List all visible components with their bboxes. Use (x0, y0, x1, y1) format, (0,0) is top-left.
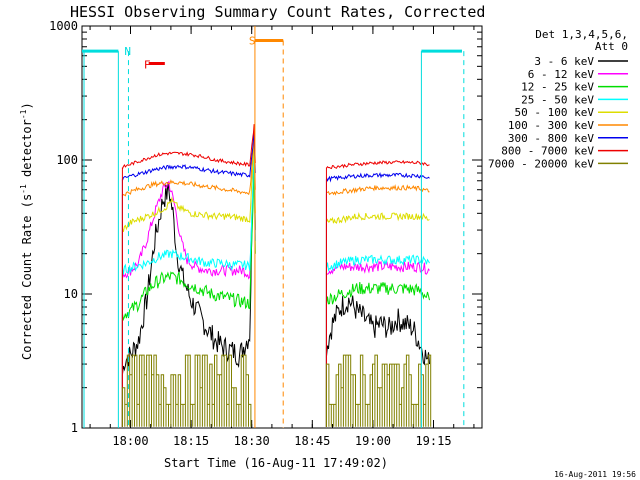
legend-entry-label: 7000 - 20000 keV (488, 157, 594, 170)
legend-entry-label: 100 - 300 keV (508, 119, 594, 132)
series-line (121, 148, 256, 375)
series-line (325, 354, 432, 427)
x-tick-label: 19:15 (415, 434, 451, 448)
legend-entry-label: 50 - 100 keV (515, 106, 595, 119)
legend-entry-label: 6 - 12 keV (528, 68, 595, 81)
flag-label: F (144, 58, 151, 71)
legend-entry-label: 300 - 800 keV (508, 132, 594, 145)
x-tick-label: 18:45 (294, 434, 330, 448)
chart-title: HESSI Observing Summary Count Rates, Cor… (70, 3, 485, 21)
legend-header-2: Att 0 (595, 40, 628, 53)
y-tick-label: 10 (64, 287, 78, 301)
x-tick-label: 18:30 (234, 434, 270, 448)
flag-label: S (249, 34, 256, 47)
series-layer (121, 124, 432, 427)
series-line (121, 143, 256, 275)
x-tick-label: 19:00 (355, 434, 391, 448)
legend-header-1: Det 1,3,4,5,6, (535, 28, 628, 41)
y-axis-label: Corrected Count Rate (s-1 detector-1) (19, 102, 34, 360)
series-line (121, 140, 256, 280)
series-line (325, 172, 430, 183)
plot-area (81, 25, 483, 429)
series-line (121, 124, 256, 170)
y-tick-label: 1 (71, 421, 78, 435)
series-line (326, 184, 430, 196)
legend-entry-label: 800 - 7000 keV (501, 145, 594, 158)
overlay-layer: NF S (82, 26, 465, 428)
footer-timestamp: 16-Aug-2011 19:56 (554, 470, 636, 479)
plot-frame (81, 25, 483, 429)
series-line (325, 212, 430, 224)
series-line (325, 159, 430, 170)
series-line (325, 282, 430, 306)
legend-entry-label: 12 - 25 keV (521, 81, 594, 94)
series-7000-20000-kev (121, 354, 432, 427)
series-line (121, 159, 256, 322)
series-line (121, 354, 252, 427)
series-line (325, 254, 430, 272)
series-line (326, 260, 430, 276)
series-line (121, 128, 256, 181)
flag-label: N (124, 45, 131, 58)
x-tick-label: 18:00 (112, 434, 148, 448)
y-tick-label: 100 (56, 153, 78, 167)
legend-entry-label: 3 - 6 keV (534, 55, 594, 68)
x-tick-label: 18:15 (173, 434, 209, 448)
x-axis: 18:00 18:15 18:30 18:45 19:00 19:15 (89, 26, 475, 448)
y-axis: 1 10 100 1000 (49, 19, 482, 435)
x-axis-label: Start Time (16-Aug-11 17:49:02) (164, 456, 388, 470)
series-line (122, 130, 256, 197)
series-line (121, 134, 256, 232)
series-line (325, 295, 430, 366)
legend-entry-label: 25 - 50 keV (521, 93, 594, 106)
y-tick-label: 1000 (49, 19, 78, 33)
